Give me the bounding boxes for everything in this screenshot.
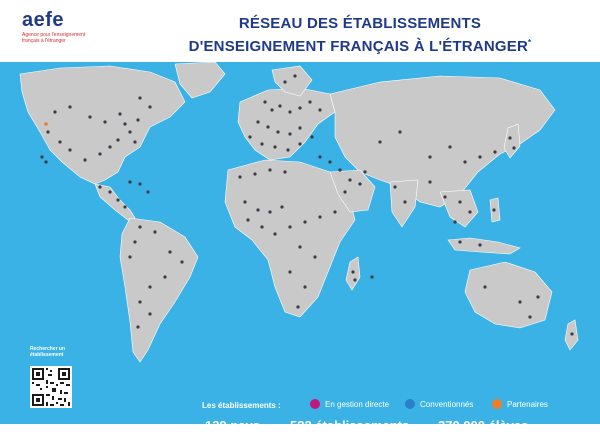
legend-item-partenaires: Partenaires bbox=[492, 399, 548, 409]
japan bbox=[503, 123, 521, 159]
page-title: RÉSEAU DES ÉTABLISSEMENTS D'ENSEIGNEMENT… bbox=[170, 14, 550, 56]
stat-schools-note: dont 98 de la Mission laïque française bbox=[298, 434, 382, 440]
asia bbox=[329, 75, 556, 208]
central-america bbox=[94, 183, 136, 221]
legend-item-direct: En gestion directe bbox=[310, 399, 389, 409]
header: aefe Agence pour l'enseignement français… bbox=[0, 0, 600, 62]
qr-code-icon bbox=[30, 366, 72, 408]
partner-dot bbox=[44, 122, 48, 126]
direct-management-dot-icon bbox=[310, 399, 320, 409]
scandinavia bbox=[271, 65, 313, 97]
europe bbox=[237, 87, 336, 161]
africa bbox=[224, 159, 356, 318]
legend: Les établissements : En gestion directe … bbox=[0, 398, 600, 414]
southeast-asia bbox=[439, 189, 479, 228]
north-america bbox=[19, 65, 186, 185]
qr-code[interactable] bbox=[30, 366, 72, 408]
search-label: Rechercher un établissement bbox=[30, 346, 66, 358]
stats-bar: 139 pays 522 établissements dont 98 de l… bbox=[0, 418, 600, 444]
stat-students: 370 000 élèves bbox=[438, 418, 529, 433]
australia bbox=[464, 261, 553, 329]
stat-countries: 139 pays bbox=[205, 418, 260, 433]
greenland bbox=[174, 62, 226, 99]
stat-schools: 522 établissements bbox=[290, 418, 410, 433]
title-asterisk: * bbox=[528, 38, 532, 47]
title-line-2: D'ENSEIGNEMENT FRANÇAIS À L'ÉTRANGER* bbox=[188, 38, 532, 55]
title-line-1: RÉSEAU DES ÉTABLISSEMENTS bbox=[238, 15, 482, 32]
partenaires-dot-icon bbox=[492, 399, 502, 409]
legend-label-conventionnes: Conventionnés bbox=[420, 399, 474, 409]
indonesia bbox=[447, 237, 521, 255]
legend-label-direct: En gestion directe bbox=[325, 399, 390, 409]
india bbox=[389, 179, 419, 228]
legend-title: Les établissements : bbox=[202, 401, 281, 410]
logo-word: aefe bbox=[22, 9, 65, 31]
conventionnes-dot-icon bbox=[405, 399, 415, 409]
world-map-svg bbox=[19, 62, 579, 363]
logo-tagline: Agence pour l'enseignement français à l'… bbox=[22, 32, 86, 44]
arabia bbox=[329, 169, 376, 213]
world-map: 139 pays 522 établissements dont 98 de l… bbox=[0, 62, 600, 440]
south-america bbox=[119, 217, 199, 363]
school-dots bbox=[40, 74, 574, 336]
legend-label-partenaires: Partenaires bbox=[507, 399, 548, 409]
legend-item-conventionnes: Conventionnés bbox=[405, 399, 473, 409]
aefe-logo[interactable]: aefe Agence pour l'enseignement français… bbox=[22, 10, 92, 44]
